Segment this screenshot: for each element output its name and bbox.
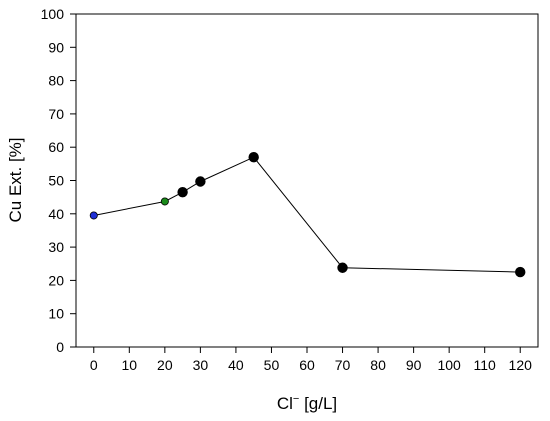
x-tick-label: 110: [474, 357, 497, 373]
y-tick-label: 80: [48, 73, 64, 89]
x-axis-title-main: Cl: [277, 394, 293, 413]
x-tick-label: 0: [90, 357, 98, 373]
y-tick-label: 90: [48, 39, 64, 55]
x-axis: 0 10 20 30 40 50 60 70 80 90 100 110 120: [90, 347, 532, 373]
y-tick-label: 50: [48, 173, 64, 189]
data-point: [160, 197, 169, 206]
x-tick-label: 10: [122, 357, 138, 373]
series-layer: [89, 151, 526, 278]
data-point: [337, 262, 348, 273]
y-tick-label: 20: [48, 272, 64, 288]
x-tick-label: 30: [193, 357, 209, 373]
y-tick-label: 100: [41, 6, 65, 22]
x-tick-label: 120: [509, 357, 533, 373]
y-tick-label: 70: [48, 106, 64, 122]
data-point: [248, 151, 259, 163]
data-point: [89, 211, 98, 220]
data-point: [195, 176, 206, 187]
x-tick-label: 70: [335, 357, 351, 373]
x-axis-title-sup: −: [293, 393, 299, 405]
y-tick-label: 10: [48, 306, 64, 322]
x-tick-label: 80: [370, 357, 386, 373]
x-axis-title-unit: [g/L]: [299, 394, 337, 413]
data-point: [515, 266, 526, 278]
data-point: [177, 186, 188, 198]
y-tick-label: 40: [48, 206, 64, 222]
x-tick-label: 60: [299, 357, 315, 373]
x-axis-title: Cl− [g/L]: [277, 393, 337, 413]
x-tick-label: 90: [406, 357, 422, 373]
plot-frame: [75, 13, 539, 348]
y-axis: 0 10 20 30 40 50 60 70 80 90 100: [41, 6, 76, 355]
series-line: [93, 156, 521, 273]
y-tick-label: 30: [48, 239, 64, 255]
y-tick-label: 0: [56, 339, 64, 355]
y-axis-title: Cu Ext. [%]: [6, 137, 25, 222]
x-tick-label: 20: [157, 357, 173, 373]
x-tick-label: 40: [228, 357, 244, 373]
y-tick-label: 60: [48, 139, 64, 155]
x-tick-label: 50: [264, 357, 280, 373]
x-tick-label: 100: [437, 357, 461, 373]
